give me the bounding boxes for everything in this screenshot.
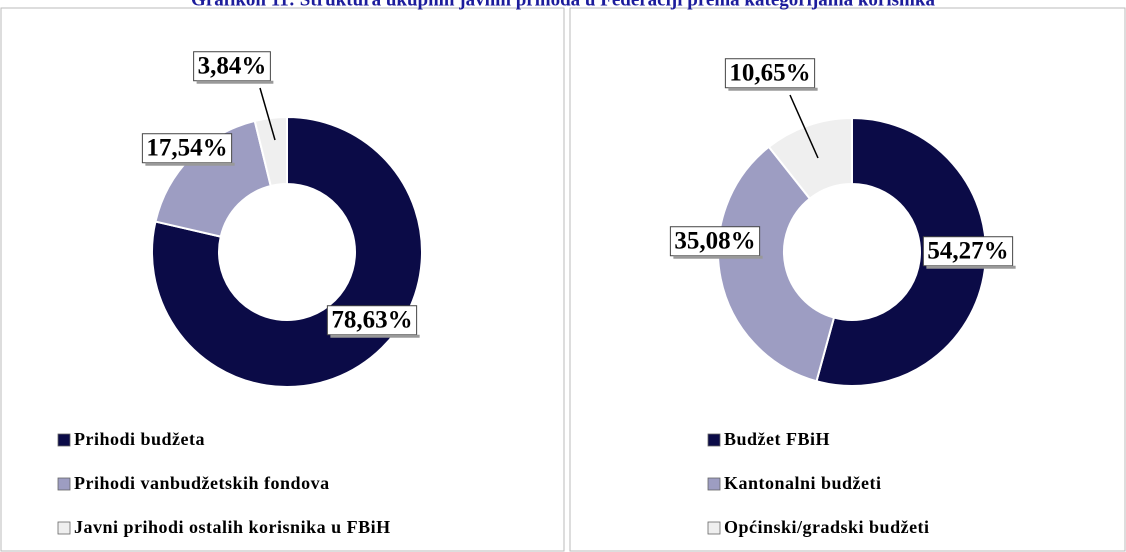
panel-right (569, 7, 1126, 552)
slice (815, 116, 987, 387)
data-label: 54,27% (927, 238, 1008, 265)
legend-label: Prihodi vanbudžetskih fondova (74, 473, 330, 493)
label-box (724, 58, 816, 89)
label-shadow (330, 334, 420, 338)
data-label: 10,65% (729, 60, 810, 87)
label-shadow (673, 255, 763, 259)
leader-line (259, 87, 276, 141)
leader-line (789, 94, 819, 159)
label-box (669, 226, 761, 257)
legend-swatch (707, 433, 721, 447)
label-shadow (926, 265, 1016, 269)
legend-swatch (57, 433, 71, 447)
label-shadow (145, 162, 235, 166)
legend-swatch (57, 477, 71, 491)
chart-title: Grafikon 11: Struktura ukupnih javnih pr… (191, 0, 935, 10)
label-shadow (196, 80, 274, 84)
data-label: 17,54% (146, 135, 227, 162)
legend-label: Općinski/gradski budžeti (724, 517, 930, 537)
legend-label: Javni prihodi ostalih korisnika u FBiH (74, 517, 391, 537)
label-box (141, 133, 233, 164)
slice (717, 145, 836, 383)
legend-label: Prihodi budžeta (74, 429, 205, 449)
legend-label: Budžet FBiH (724, 429, 830, 449)
slice (767, 116, 853, 201)
slice (253, 115, 288, 188)
legend-swatch (707, 521, 721, 535)
label-shadow (728, 87, 818, 91)
legend-swatch (57, 521, 71, 535)
label-box (326, 305, 418, 336)
slice (154, 119, 272, 238)
label-box (922, 236, 1014, 267)
data-label: 3,84% (198, 53, 267, 80)
legend-label: Kantonalni budžeti (724, 473, 882, 493)
data-label: 78,63% (331, 307, 412, 334)
legend-swatch (707, 477, 721, 491)
data-label: 35,08% (674, 228, 755, 255)
panel-left (0, 7, 565, 552)
